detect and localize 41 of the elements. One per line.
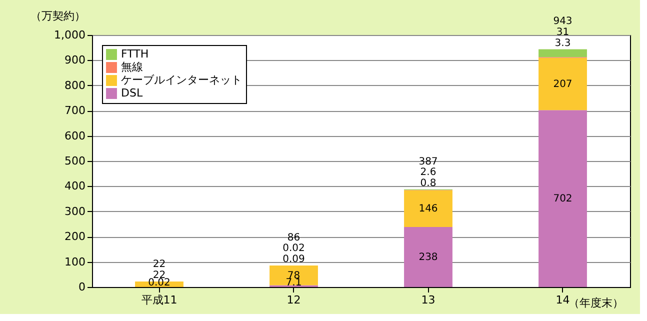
x-tick-label: 12: [286, 294, 301, 306]
data-label: 702: [553, 194, 572, 205]
legend-label: ケーブルインターネット: [121, 74, 242, 86]
legend-label: DSL: [121, 86, 144, 100]
legend-label: 無線: [121, 60, 143, 74]
y-tick-label: 1,000: [54, 28, 86, 42]
y-tick-label: 900: [64, 54, 86, 67]
y-axis-title: （万契約）: [30, 10, 86, 22]
data-label: 3.3: [554, 38, 571, 49]
y-tick-label: 300: [64, 204, 86, 218]
y-tick-label: 200: [64, 230, 86, 244]
data-label: 146: [418, 204, 438, 215]
total-label: 387: [418, 156, 438, 168]
data-label: 0.02: [282, 243, 305, 254]
data-label: 0.09: [282, 254, 305, 266]
x-tick-label: 14: [556, 294, 570, 306]
legend-label: FTTH: [121, 48, 149, 60]
y-tick-label: 100: [64, 255, 86, 268]
y-tick-label: 700: [64, 104, 86, 118]
y-tick-label: 800: [64, 78, 86, 92]
data-label: 0.8: [420, 178, 436, 189]
bar: [538, 58, 587, 110]
bar: [270, 266, 318, 286]
data-label: 31: [556, 26, 570, 38]
data-label: 22: [152, 259, 166, 270]
y-tick-label: 0: [78, 280, 86, 294]
total-label: 943: [553, 16, 572, 28]
x-axis-title: （年度末）: [568, 296, 624, 310]
total-label: 86: [287, 232, 300, 244]
y-tick-label: 400: [64, 180, 86, 193]
y-tick-label: 500: [64, 154, 86, 168]
bar: [538, 49, 587, 58]
bar: [404, 227, 452, 287]
x-tick-label: 13: [421, 294, 436, 306]
x-tick-label: 平成11: [141, 294, 178, 306]
bar: [538, 110, 587, 287]
data-label: 2.6: [420, 167, 436, 178]
data-label: 238: [418, 252, 438, 264]
bar: [404, 190, 452, 228]
data-label: 207: [553, 79, 572, 90]
y-tick-label: 600: [64, 129, 86, 142]
